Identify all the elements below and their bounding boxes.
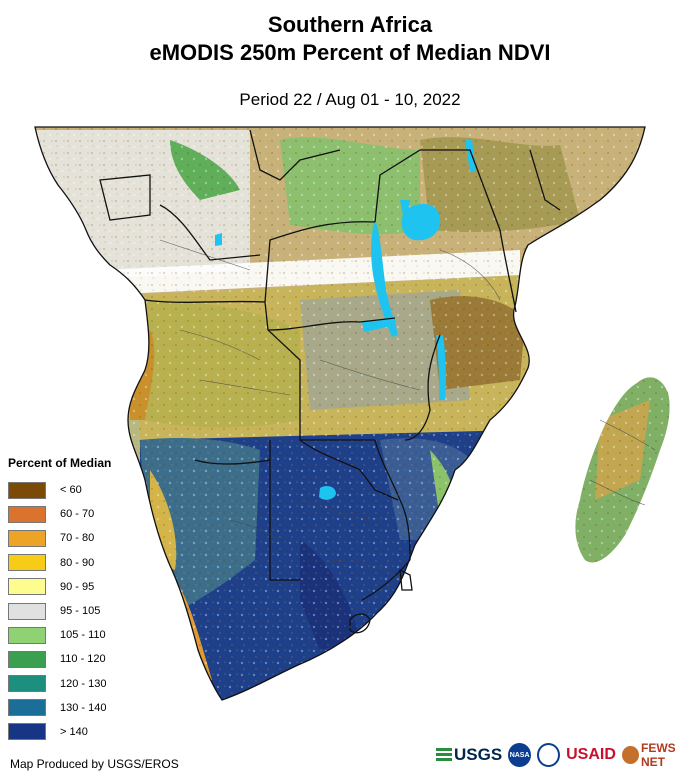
nasa-logo: NASA [508, 743, 532, 767]
legend-swatch [8, 554, 46, 572]
legend-swatch [8, 650, 46, 668]
lakes [215, 140, 476, 500]
fews-seal-icon [621, 746, 639, 764]
legend-label: > 140 [60, 725, 88, 738]
legend-swatch [8, 578, 46, 596]
legend-rows: < 60 60 - 70 70 - 80 80 - 90 90 - 95 95 … [8, 478, 168, 744]
legend-swatch [8, 529, 46, 547]
legend-label: 60 - 70 [60, 508, 95, 521]
legend-label: < 60 [60, 484, 82, 497]
nasa-logo-text: NASA [509, 751, 530, 759]
legend-item: 60 - 70 [8, 502, 168, 526]
province-borders [159, 239, 656, 581]
legend-label: 120 - 130 [60, 677, 107, 690]
legend-item: < 60 [8, 478, 168, 502]
legend-item: 70 - 80 [8, 526, 168, 550]
legend-swatch [8, 626, 46, 644]
legend-item: > 140 [8, 720, 168, 744]
legend-label: 90 - 95 [60, 580, 95, 593]
legend-label: 70 - 80 [60, 532, 95, 545]
legend-label: 110 - 120 [60, 653, 106, 666]
credit-text: Map Produced by USGS/EROS [10, 757, 179, 771]
legend-label: 95 - 105 [60, 605, 101, 618]
legend-item: 90 - 95 [8, 575, 168, 599]
usgs-bars-icon [436, 748, 452, 762]
legend-item: 110 - 120 [8, 647, 168, 671]
map-subtitle: eMODIS 250m Percent of Median NDVI [149, 40, 551, 65]
legend: Percent of Median < 60 60 - 70 70 - 80 8… [8, 456, 168, 744]
legend-item: 80 - 90 [8, 551, 168, 575]
usaid-logo: USAID [566, 746, 616, 763]
legend-item: 105 - 110 [8, 623, 168, 647]
legend-item: 95 - 105 [8, 599, 168, 623]
partner-logos: USGS NASA USAID FEWS NET [436, 737, 700, 773]
legend-swatch [8, 602, 46, 620]
legend-swatch [8, 505, 46, 523]
legend-item: 120 - 130 [8, 672, 168, 696]
legend-item: 130 - 140 [8, 696, 168, 720]
map-title: Southern Africa [267, 12, 433, 37]
legend-label: 80 - 90 [60, 556, 95, 569]
country-borders [34, 126, 646, 701]
legend-swatch [8, 481, 46, 499]
usgs-logo-text: USGS [454, 745, 503, 764]
legend-swatch [8, 699, 46, 717]
legend-swatch [8, 723, 46, 741]
fews-net-logo-text: FEWS NET [641, 741, 676, 769]
fews-net-logo: FEWS NET [621, 741, 700, 769]
legend-title: Percent of Median [8, 456, 112, 470]
period-label: Period 22 / Aug 01 - 10, 2022 [239, 90, 461, 109]
legend-swatch [8, 675, 46, 693]
ndvi-map [34, 126, 670, 701]
usgs-logo: USGS [436, 745, 502, 765]
legend-label: 105 - 110 [60, 629, 106, 642]
usaid-seal-icon [537, 743, 561, 767]
legend-label: 130 - 140 [60, 701, 107, 714]
